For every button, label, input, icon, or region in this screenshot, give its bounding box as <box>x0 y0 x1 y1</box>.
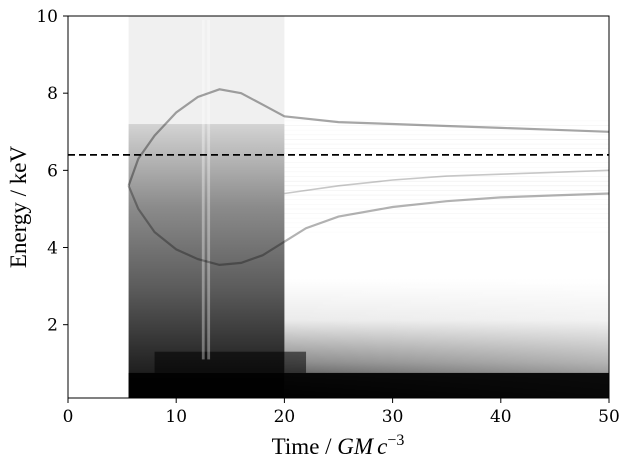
y-axis: 2 4 6 8 10 <box>36 7 68 336</box>
x-tick-label-30: 30 <box>382 407 404 427</box>
y-tick-label-10: 10 <box>36 7 58 27</box>
y-axis-title: Energy / keV <box>6 146 31 269</box>
light-stripe-1 <box>207 20 210 360</box>
x-axis-title: Time / GM c−3 <box>272 432 405 459</box>
light-stripe-0 <box>202 20 205 360</box>
x-tick-label-20: 20 <box>274 407 296 427</box>
x-tick-label-10: 10 <box>165 407 187 427</box>
y-tick-label-4: 4 <box>47 239 58 259</box>
y-tick-label-6: 6 <box>47 161 58 181</box>
x-tick-label-0: 0 <box>63 407 74 427</box>
heatmap-floor-bulge <box>155 352 306 373</box>
x-tick-label-40: 40 <box>490 407 512 427</box>
y-tick-label-8: 8 <box>47 84 58 104</box>
heatmap-floor <box>129 373 609 398</box>
plot-area <box>68 16 609 398</box>
x-axis: 0 10 20 30 40 50 <box>63 398 620 427</box>
x-tick-label-50: 50 <box>598 407 620 427</box>
y-tick-label-2: 2 <box>47 316 58 336</box>
